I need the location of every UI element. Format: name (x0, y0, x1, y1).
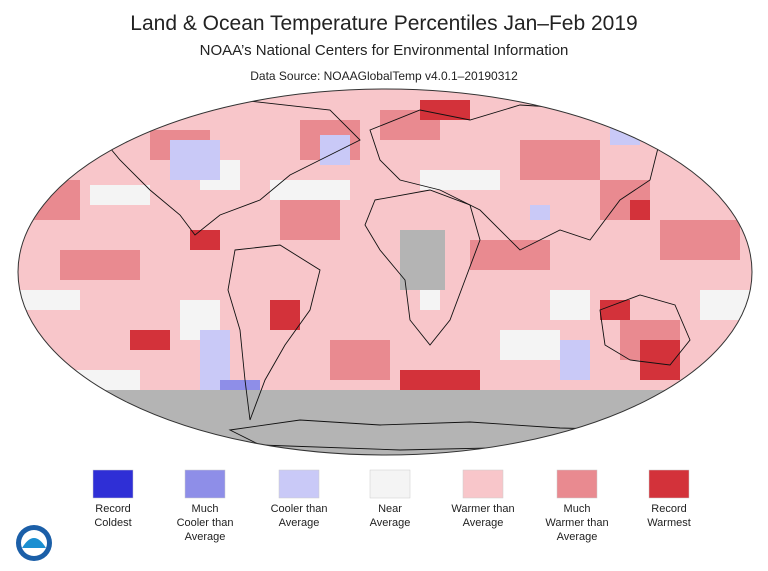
legend-swatch (278, 469, 320, 499)
legend-label: Warmer than (451, 503, 514, 515)
legend-label: Average (279, 517, 320, 529)
legend-label: Record (651, 503, 686, 515)
map-region (280, 200, 340, 240)
legend-swatch (556, 469, 598, 499)
title: Land & Ocean Temperature Percentiles Jan… (130, 12, 637, 35)
legend-swatch (462, 469, 504, 499)
noaa-logo (16, 525, 52, 561)
data-source: Data Source: NOAAGlobalTemp v4.0.1–20190… (250, 69, 518, 83)
map-region (660, 220, 740, 260)
map-region (470, 240, 550, 270)
map-region (420, 170, 500, 190)
map-region (500, 330, 560, 360)
legend-label: Average (557, 531, 598, 543)
legend-label: Average (185, 531, 226, 543)
map-region (20, 290, 80, 310)
legend-swatch (369, 469, 411, 499)
map-region (270, 300, 300, 330)
map-region (18, 390, 752, 455)
legend-label: Record (95, 503, 130, 515)
map-region (530, 205, 550, 220)
map (18, 89, 752, 455)
map-region (130, 330, 170, 350)
legend-label: Average (463, 517, 504, 529)
legend-label: Coldest (94, 517, 131, 529)
map-border (17, 88, 753, 456)
map-region (270, 180, 350, 200)
map-region (190, 230, 220, 250)
map-region (520, 140, 600, 180)
map-region (320, 135, 350, 165)
legend-label: Near (378, 503, 402, 515)
map-region (550, 290, 590, 320)
map-region (610, 125, 640, 145)
map-region (330, 340, 390, 380)
legend-label: Cooler than (271, 503, 328, 515)
legend-label: Much (192, 503, 219, 515)
map-region (560, 340, 590, 380)
map-region (60, 250, 140, 280)
map-region (170, 140, 220, 180)
map-region (630, 200, 650, 220)
legend-label: Warmer than (545, 517, 608, 529)
subtitle: NOAA’s National Centers for Environmenta… (200, 42, 569, 59)
map-region (600, 300, 630, 320)
legend-label: Much (564, 503, 591, 515)
map-region (700, 290, 750, 320)
map-region (640, 340, 680, 380)
legend-swatch (184, 469, 226, 499)
map-region (420, 100, 470, 120)
legend-swatch (92, 469, 134, 499)
map-region (400, 230, 445, 290)
map-region (20, 180, 80, 220)
map-region (400, 370, 480, 390)
legend-label: Warmest (647, 517, 691, 529)
legend: Record Coldest Much Cooler than Average Coole… (92, 469, 691, 543)
legend-label: Cooler than (177, 517, 234, 529)
legend-swatch (648, 469, 690, 499)
map-region (90, 185, 150, 205)
legend-label: Average (370, 517, 411, 529)
